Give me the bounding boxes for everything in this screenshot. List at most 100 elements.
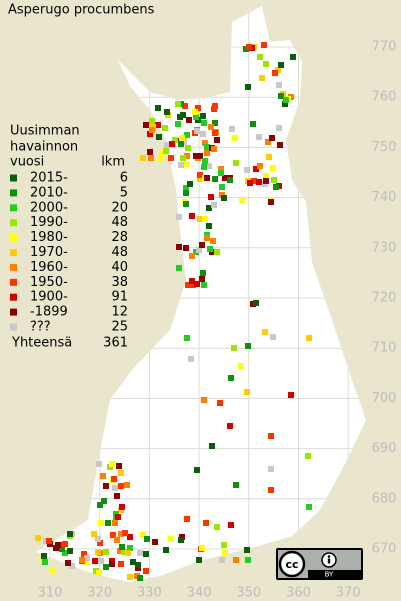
observation	[246, 44, 252, 50]
observation	[97, 502, 103, 508]
observation	[239, 197, 245, 203]
observation	[245, 343, 251, 349]
observation	[184, 161, 190, 167]
observation	[200, 270, 206, 276]
observation	[156, 134, 162, 140]
observation	[197, 216, 203, 222]
observation	[149, 127, 155, 133]
y-tick-label: 760	[372, 90, 397, 105]
legend-swatch	[10, 263, 17, 271]
observation	[178, 141, 184, 147]
observation	[185, 145, 191, 151]
observation	[114, 493, 120, 499]
observation	[263, 178, 269, 184]
observation	[135, 562, 141, 568]
legend: Uusimman havainnon vuosi lkm Yhteensä 36…	[10, 124, 128, 351]
observation	[124, 482, 130, 488]
observation	[110, 532, 116, 538]
observation	[212, 120, 218, 126]
y-tick-label: 720	[372, 291, 397, 306]
observation	[180, 155, 186, 161]
legend-label: 1980-	[30, 230, 68, 245]
observation	[101, 498, 107, 504]
observation	[59, 546, 65, 552]
legend-count: 48	[111, 245, 128, 260]
observation	[112, 520, 118, 526]
legend-count: 48	[111, 215, 128, 230]
observation	[175, 101, 181, 107]
observation	[55, 542, 61, 548]
observation	[103, 483, 109, 489]
observation	[201, 397, 207, 403]
cc-icon-text: cc	[285, 558, 298, 571]
observation	[125, 550, 131, 556]
observation	[184, 335, 190, 341]
observation	[183, 201, 189, 207]
observation	[46, 538, 52, 544]
observation	[97, 540, 103, 546]
observation	[211, 106, 217, 112]
observation	[81, 551, 87, 557]
legend-label: ???	[30, 320, 51, 335]
observation	[270, 334, 276, 340]
observation	[219, 184, 225, 190]
legend-swatch	[10, 323, 17, 331]
observation	[222, 175, 228, 181]
observation	[127, 545, 133, 551]
observation	[263, 173, 269, 179]
observation	[203, 520, 209, 526]
observation	[103, 564, 109, 570]
x-tick-label: 340	[187, 586, 212, 601]
observation	[179, 135, 185, 141]
observation	[163, 148, 169, 154]
y-tick-label: 680	[372, 491, 397, 506]
observation	[207, 246, 213, 252]
observation	[186, 117, 192, 123]
observation	[202, 158, 208, 164]
observation	[172, 137, 178, 143]
observation	[194, 281, 200, 287]
y-tick-label: 710	[372, 341, 397, 356]
observation	[127, 574, 133, 580]
observation	[196, 557, 202, 563]
observation	[183, 185, 189, 191]
observation	[149, 118, 155, 124]
observation	[103, 549, 109, 555]
observation	[278, 93, 284, 99]
observation	[204, 150, 210, 156]
observation	[212, 130, 218, 136]
legend-label: -1899	[30, 305, 68, 320]
observation	[189, 278, 195, 284]
legend-swatch	[10, 204, 17, 212]
observation	[109, 461, 115, 467]
observation	[190, 282, 196, 288]
legend-count: 6	[120, 171, 128, 186]
x-tick-label: 360	[286, 586, 311, 601]
observation	[143, 551, 149, 557]
observation	[162, 125, 168, 131]
observation	[183, 245, 189, 251]
observation	[69, 563, 75, 569]
legend-swatch	[10, 249, 17, 256]
observation	[305, 453, 311, 459]
observation	[199, 276, 205, 282]
y-tick-label: 700	[372, 391, 397, 406]
observation	[194, 467, 200, 473]
by-icon-body	[327, 558, 331, 564]
observation	[270, 165, 276, 171]
observation	[257, 163, 263, 169]
observation	[91, 531, 97, 537]
observation	[67, 531, 73, 537]
total-count: 361	[103, 336, 128, 351]
legend-label: 1950-	[30, 275, 68, 290]
observation	[256, 134, 262, 140]
x-tick-label: 320	[87, 586, 112, 601]
land	[36, 6, 366, 582]
observation	[196, 247, 202, 253]
observation	[144, 536, 150, 542]
legend-label: 1900-	[30, 290, 68, 305]
observation	[272, 70, 278, 76]
observation	[244, 547, 250, 553]
legend-header: lkm	[101, 155, 125, 170]
observation	[277, 142, 283, 148]
